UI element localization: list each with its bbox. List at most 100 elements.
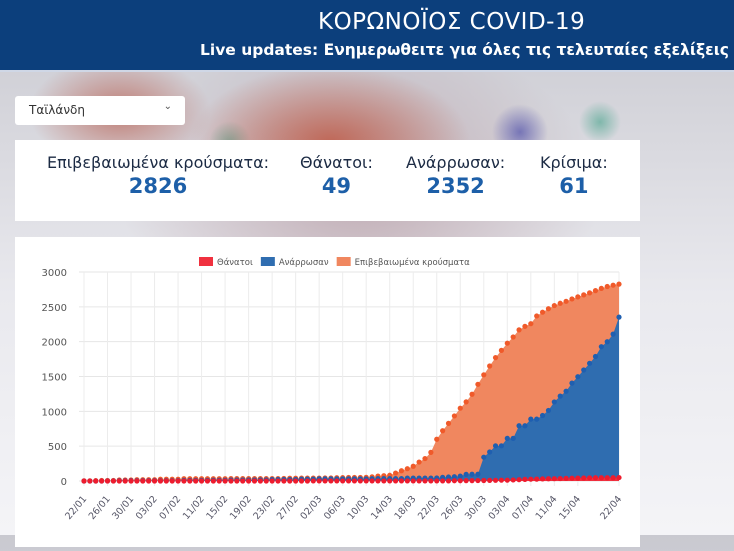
- data-point[interactable]: [563, 298, 569, 304]
- data-point[interactable]: [475, 381, 481, 387]
- data-point[interactable]: [492, 355, 499, 361]
- data-point[interactable]: [528, 321, 534, 327]
- data-point[interactable]: [340, 478, 346, 484]
- data-point[interactable]: [451, 478, 457, 484]
- data-point[interactable]: [146, 478, 152, 484]
- legend-item[interactable]: Ανάρρωσαν: [260, 257, 329, 268]
- data-point[interactable]: [404, 466, 410, 472]
- data-point[interactable]: [598, 344, 604, 350]
- data-point[interactable]: [575, 294, 581, 300]
- data-point[interactable]: [557, 475, 563, 482]
- data-point[interactable]: [434, 436, 440, 442]
- data-point[interactable]: [457, 478, 463, 484]
- data-point[interactable]: [469, 391, 475, 397]
- data-point[interactable]: [598, 285, 604, 291]
- data-point[interactable]: [422, 455, 428, 462]
- data-point[interactable]: [410, 478, 416, 484]
- data-point[interactable]: [598, 475, 604, 481]
- data-point[interactable]: [498, 347, 505, 353]
- data-point[interactable]: [504, 340, 510, 346]
- data-point[interactable]: [551, 302, 557, 309]
- data-point[interactable]: [528, 476, 534, 482]
- data-point[interactable]: [604, 339, 610, 345]
- legend-item[interactable]: Θάνατοι: [199, 257, 253, 268]
- data-point[interactable]: [269, 478, 275, 484]
- data-point[interactable]: [398, 468, 405, 474]
- data-point[interactable]: [481, 477, 487, 484]
- data-point[interactable]: [457, 405, 463, 411]
- data-point[interactable]: [416, 459, 422, 465]
- data-point[interactable]: [246, 478, 252, 484]
- data-point[interactable]: [93, 478, 99, 484]
- data-point[interactable]: [422, 478, 428, 484]
- data-point[interactable]: [392, 470, 399, 476]
- data-point[interactable]: [263, 478, 269, 484]
- data-point[interactable]: [140, 478, 146, 484]
- data-point[interactable]: [257, 478, 263, 484]
- data-point[interactable]: [475, 471, 481, 477]
- data-point[interactable]: [298, 478, 305, 484]
- data-point[interactable]: [539, 412, 546, 419]
- data-point[interactable]: [128, 478, 134, 484]
- data-point[interactable]: [381, 478, 387, 484]
- data-point[interactable]: [169, 478, 175, 484]
- data-point[interactable]: [563, 388, 569, 394]
- data-point[interactable]: [610, 475, 616, 481]
- data-point[interactable]: [328, 478, 334, 484]
- legend-item[interactable]: Επιβεβαιωμένα κρούσματα: [336, 257, 470, 268]
- data-point[interactable]: [175, 478, 181, 484]
- data-point[interactable]: [487, 363, 493, 369]
- data-point[interactable]: [563, 475, 569, 481]
- data-point[interactable]: [181, 478, 187, 484]
- data-point[interactable]: [251, 478, 258, 484]
- data-point[interactable]: [304, 478, 311, 484]
- data-point[interactable]: [610, 282, 616, 288]
- data-point[interactable]: [481, 454, 487, 460]
- data-point[interactable]: [334, 478, 340, 484]
- data-point[interactable]: [516, 423, 522, 429]
- data-point[interactable]: [469, 471, 475, 477]
- data-point[interactable]: [504, 477, 510, 483]
- data-point[interactable]: [516, 477, 522, 483]
- data-point[interactable]: [81, 478, 87, 484]
- data-point[interactable]: [575, 475, 581, 481]
- data-point[interactable]: [151, 478, 158, 484]
- data-point[interactable]: [310, 478, 316, 484]
- data-point[interactable]: [616, 314, 622, 320]
- data-point[interactable]: [104, 478, 111, 484]
- data-point[interactable]: [404, 478, 410, 484]
- data-point[interactable]: [510, 435, 516, 441]
- data-point[interactable]: [616, 474, 622, 481]
- data-point[interactable]: [193, 478, 199, 484]
- data-point[interactable]: [445, 474, 452, 480]
- data-point[interactable]: [293, 478, 299, 484]
- data-point[interactable]: [569, 475, 575, 481]
- data-point[interactable]: [451, 413, 457, 419]
- data-point[interactable]: [510, 334, 516, 340]
- data-point[interactable]: [187, 478, 193, 484]
- data-point[interactable]: [592, 475, 599, 481]
- data-point[interactable]: [569, 296, 575, 302]
- data-point[interactable]: [481, 372, 487, 378]
- data-point[interactable]: [581, 367, 587, 373]
- data-point[interactable]: [451, 474, 457, 480]
- data-point[interactable]: [463, 471, 469, 477]
- data-point[interactable]: [198, 478, 205, 484]
- data-point[interactable]: [157, 478, 164, 484]
- data-point[interactable]: [569, 380, 575, 386]
- data-point[interactable]: [428, 478, 434, 484]
- data-point[interactable]: [216, 478, 222, 484]
- data-point[interactable]: [545, 407, 552, 414]
- data-point[interactable]: [539, 309, 546, 315]
- data-point[interactable]: [534, 416, 540, 422]
- data-point[interactable]: [534, 476, 540, 482]
- data-point[interactable]: [504, 435, 510, 441]
- data-point[interactable]: [616, 281, 622, 287]
- data-point[interactable]: [492, 443, 499, 449]
- data-point[interactable]: [275, 478, 281, 484]
- data-point[interactable]: [240, 478, 246, 484]
- data-point[interactable]: [204, 478, 211, 484]
- data-point[interactable]: [351, 478, 358, 484]
- data-point[interactable]: [463, 399, 469, 405]
- data-point[interactable]: [610, 331, 616, 337]
